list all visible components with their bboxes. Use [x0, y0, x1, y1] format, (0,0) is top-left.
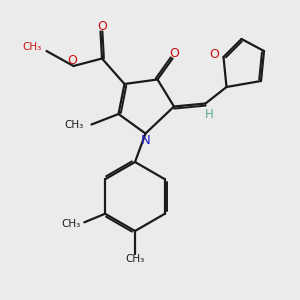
- Text: CH₃: CH₃: [65, 119, 84, 130]
- Text: O: O: [67, 54, 77, 67]
- Text: O: O: [169, 47, 179, 61]
- Text: CH₃: CH₃: [61, 219, 81, 229]
- Text: H: H: [205, 107, 214, 121]
- Text: O: O: [210, 48, 219, 61]
- Text: CH₃: CH₃: [125, 254, 145, 265]
- Text: CH₃: CH₃: [23, 42, 42, 52]
- Text: N: N: [141, 134, 150, 147]
- Text: O: O: [97, 20, 107, 34]
